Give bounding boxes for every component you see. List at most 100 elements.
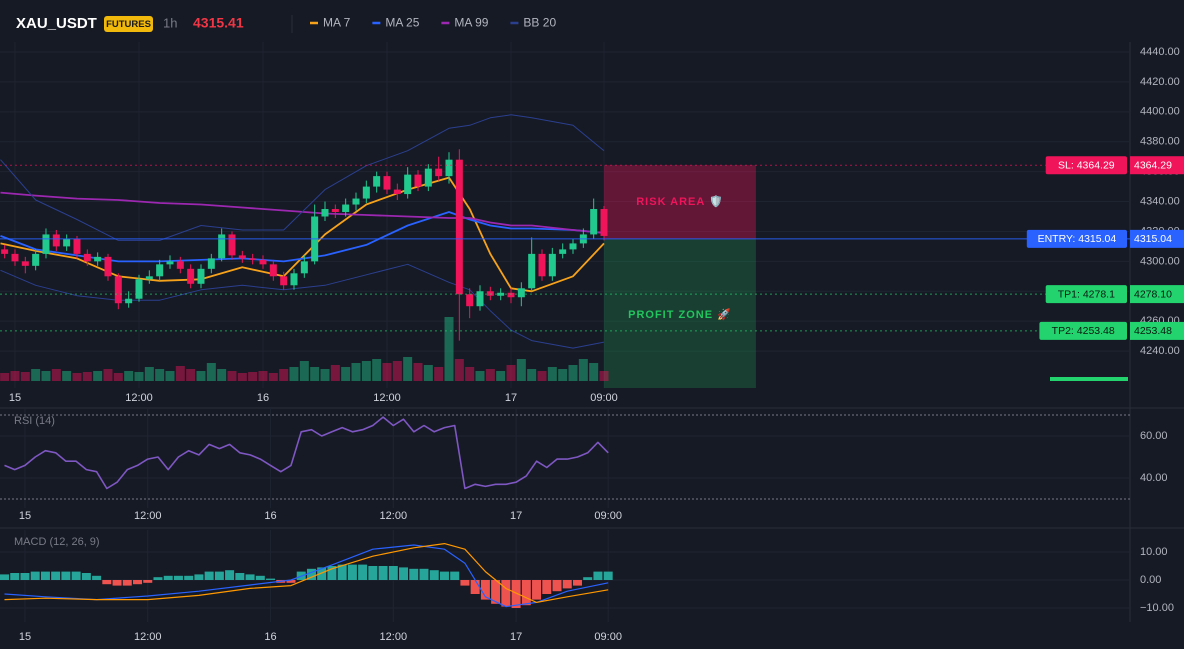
candle-body [83, 253, 91, 262]
candle-body [538, 253, 546, 277]
volume-bar [330, 365, 340, 381]
price-badge [1130, 321, 1184, 340]
x-tick-label: 15 [19, 631, 31, 643]
histogram-bar [286, 580, 296, 583]
y-tick-label: 4300.00 [1140, 255, 1180, 267]
candle-body [269, 264, 277, 277]
candle-body [455, 159, 463, 295]
y-tick-label: 4440.00 [1140, 46, 1180, 58]
legend-label: MA 7 [323, 16, 351, 30]
volume-bar [361, 361, 371, 381]
x-tick-label: 12:00 [125, 392, 153, 404]
x-tick-label: 15 [9, 392, 21, 404]
volume-bar [392, 361, 402, 381]
candle-body [424, 168, 432, 187]
candle-body [383, 176, 391, 190]
interval: 1h [163, 15, 177, 30]
y-tick-label: 4420.00 [1140, 76, 1180, 88]
histogram-bar [81, 573, 91, 581]
candle-body [362, 186, 370, 199]
volume-bar [124, 371, 134, 381]
candle-body [125, 298, 133, 304]
candle-body [238, 255, 246, 259]
histogram-bar [214, 571, 224, 581]
zone [604, 165, 756, 239]
price-label: 4315.04 [1134, 233, 1172, 245]
last-price: 4315.41 [193, 15, 244, 31]
volume-bar [310, 367, 320, 381]
candle-body [404, 174, 412, 195]
x-tick-label: 09:00 [590, 392, 618, 404]
volume-bar [62, 371, 72, 381]
y-tick-label: 4340.00 [1140, 195, 1180, 207]
volume-bar [506, 365, 516, 381]
histogram-bar [255, 575, 265, 581]
zone-label: RISK AREA 🛡️ [636, 195, 723, 208]
volume-bar [496, 371, 506, 381]
x-tick-label: 15 [19, 510, 31, 522]
candle-body [466, 294, 474, 307]
symbol: XAU_USDT [16, 15, 97, 32]
y-tick-label: 0.00 [1140, 574, 1161, 586]
histogram-bar [399, 567, 409, 581]
x-tick-label: 12:00 [380, 510, 408, 522]
candle-body [507, 292, 515, 298]
candle-body [517, 288, 525, 298]
histogram-bar [194, 574, 204, 581]
volume-bar [237, 373, 247, 381]
histogram-bar [470, 580, 480, 595]
volume-bar [20, 372, 30, 381]
volume-bar [31, 369, 41, 381]
histogram-bar [388, 566, 398, 581]
histogram-bar [603, 571, 613, 581]
volume-marker [1050, 377, 1128, 381]
candle-body [393, 189, 401, 195]
candle-body [373, 176, 381, 187]
candle-body [166, 261, 174, 265]
volume-bar [382, 363, 392, 381]
histogram-bar [532, 580, 542, 600]
candle-body [135, 279, 143, 299]
candle-body [548, 253, 556, 277]
indicator-line [0, 263, 605, 349]
volume-bar [227, 371, 237, 381]
histogram-bar [521, 580, 531, 606]
volume-bar [248, 372, 258, 381]
histogram-bar [245, 574, 255, 581]
candle-body [156, 264, 164, 277]
histogram-bar [542, 580, 552, 595]
histogram-bar [173, 575, 183, 581]
candle-body [435, 168, 443, 177]
histogram-bar [163, 575, 173, 581]
candle-body [486, 291, 494, 296]
histogram-bar [30, 571, 40, 581]
histogram-bar [143, 580, 153, 583]
candle-body [63, 238, 71, 247]
candle-body [445, 159, 453, 177]
candle-body [559, 249, 567, 254]
x-tick-label: 12:00 [134, 631, 162, 643]
price-label: 4278.10 [1134, 288, 1172, 300]
x-tick-label: 17 [510, 631, 522, 643]
histogram-bar [419, 568, 429, 581]
histogram-bar [358, 564, 368, 581]
volume-bar [485, 369, 495, 381]
macd-line [4, 543, 609, 603]
histogram-bar [368, 566, 378, 581]
histogram-bar [572, 580, 582, 586]
volume-bar [113, 373, 123, 381]
y-tick-label: 4400.00 [1140, 106, 1180, 118]
y-tick-label: −10.00 [1140, 602, 1174, 614]
x-tick-label: 16 [264, 631, 276, 643]
level-name: TP2: 4253.48 [1052, 325, 1115, 337]
histogram-bar [40, 571, 50, 581]
candle-body [94, 256, 102, 262]
histogram-bar [327, 566, 337, 581]
volume-bar [320, 369, 330, 381]
volume-bar [279, 369, 289, 381]
legend-label: BB 20 [523, 16, 556, 30]
histogram-bar [562, 580, 572, 589]
y-tick-label: 4380.00 [1140, 136, 1180, 148]
